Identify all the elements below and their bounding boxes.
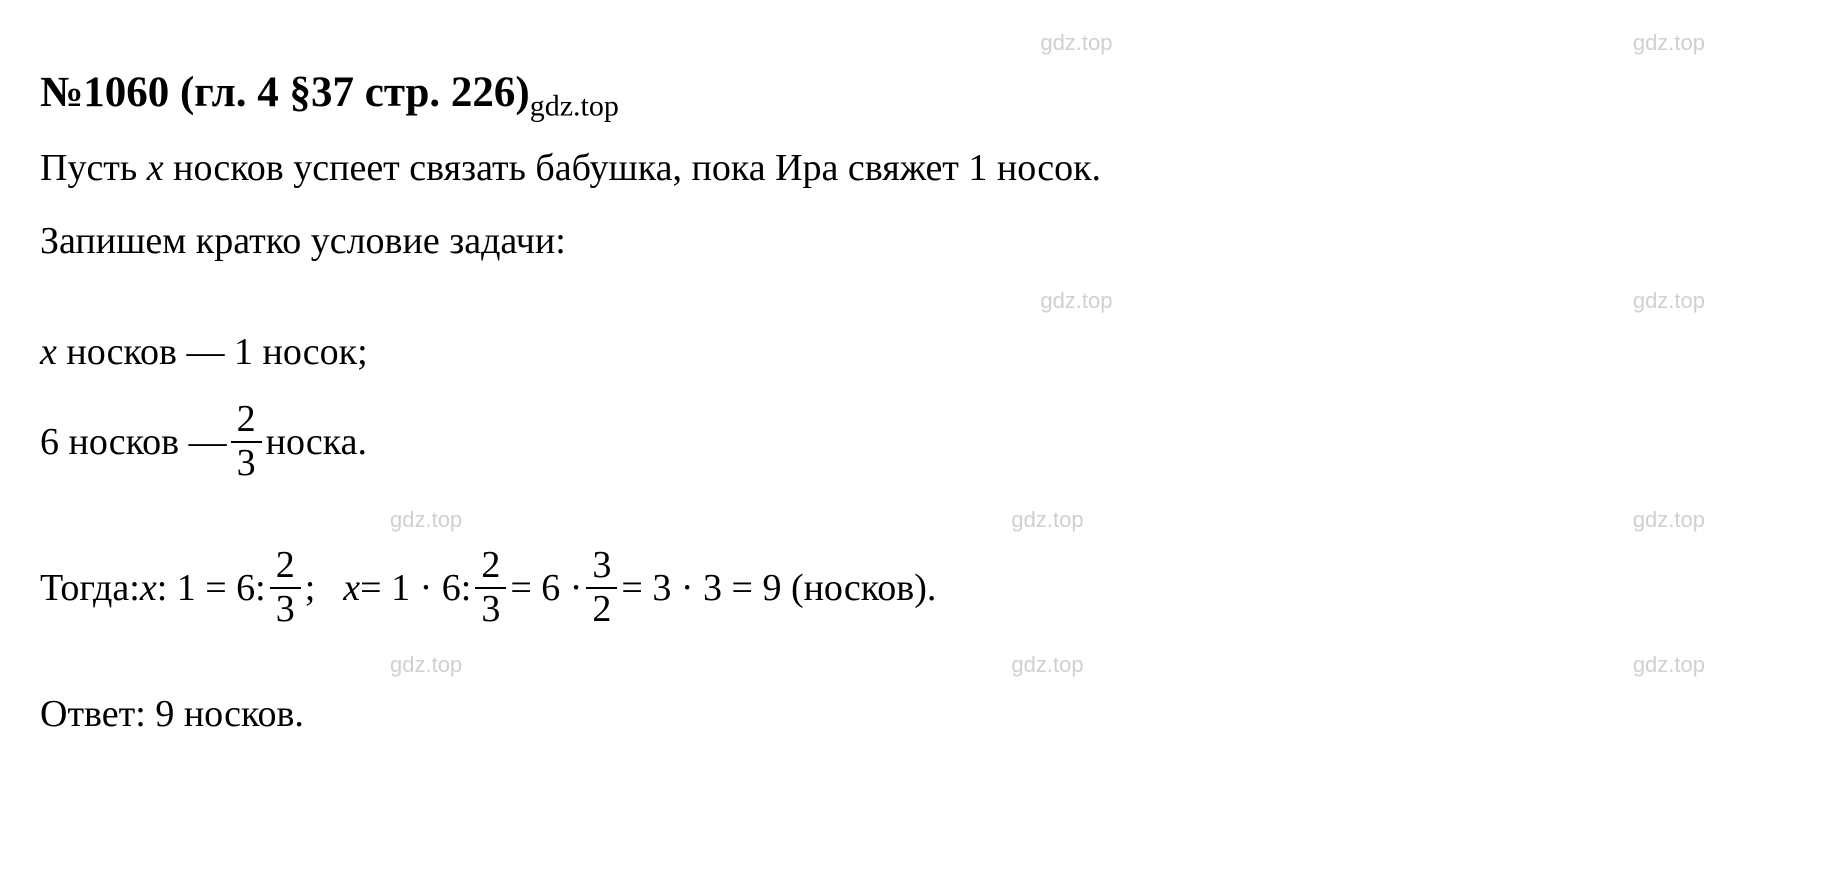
let-prefix: Пусть — [40, 147, 147, 189]
problem-number: №1060 — [40, 69, 169, 116]
watermark: gdz.top — [390, 507, 462, 533]
fraction-denominator: 3 — [231, 443, 262, 485]
let-continuation: носков успеет связать бабушка, пока Ира … — [164, 147, 1101, 189]
fraction-3-2: 3 2 — [586, 545, 617, 631]
heading-subscript: gdz.top — [530, 90, 619, 123]
fraction-numerator: 2 — [231, 399, 262, 443]
answer-line: Ответ: 9 носков. — [40, 692, 1805, 736]
watermark: gdz.top — [1633, 288, 1705, 314]
fraction-numerator: 3 — [586, 545, 617, 589]
fraction-2-3: 2 3 — [475, 545, 506, 631]
eq-part-4: = 3 · 3 = 9 (носков). — [621, 566, 936, 610]
condition-2-suffix: носка. — [266, 420, 367, 464]
then-label: Тогда: — [40, 566, 140, 610]
watermark: gdz.top — [1011, 507, 1083, 533]
let-statement-line: Пусть x носков успеет связать бабушка, п… — [40, 142, 1805, 195]
eq-part-1: : 1 = 6: — [157, 566, 266, 610]
watermark: gdz.top — [1633, 507, 1705, 533]
watermark-row-2: gdz.top gdz.top — [40, 288, 1805, 314]
condition-1: x носков — 1 носок; — [40, 326, 1805, 379]
watermark: gdz.top — [1633, 652, 1705, 678]
watermark-row-4: gdz.top gdz.top gdz.top — [40, 652, 1805, 678]
eq-part-3: = 6 · — [510, 566, 582, 610]
semicolon: ; — [305, 566, 316, 610]
answer-label: Ответ: — [40, 693, 155, 735]
fraction-denominator: 3 — [270, 589, 301, 631]
watermark: gdz.top — [1040, 30, 1112, 56]
condition-2-prefix: 6 носков — — [40, 420, 227, 464]
fraction-numerator: 2 — [475, 545, 506, 589]
watermark-row-top: gdz.top gdz.top — [40, 30, 1805, 56]
watermark: gdz.top — [1011, 652, 1083, 678]
chapter-reference: (гл. 4 §37 стр. 226) — [180, 69, 530, 116]
watermark: gdz.top — [1633, 30, 1705, 56]
write-briefly-line: Запишем кратко условие задачи: — [40, 215, 1805, 268]
fraction-denominator: 2 — [586, 589, 617, 631]
watermark-row-3: gdz.top gdz.top gdz.top — [40, 507, 1805, 533]
watermark: gdz.top — [390, 652, 462, 678]
variable-x: x — [343, 566, 360, 610]
variable-x: x — [40, 331, 57, 373]
fraction-numerator: 2 — [270, 545, 301, 589]
answer-value: 9 носков. — [155, 693, 304, 735]
watermark: gdz.top — [1040, 288, 1112, 314]
condition-1-text: носков — 1 носок; — [57, 331, 368, 373]
problem-heading: №1060 (гл. 4 §37 стр. 226)gdz.top — [40, 68, 1805, 124]
fraction-denominator: 3 — [475, 589, 506, 631]
fraction-2-3: 2 3 — [270, 545, 301, 631]
condition-2: 6 носков — 2 3 носка. — [40, 399, 1805, 485]
variable-x: x — [147, 147, 164, 189]
variable-x: x — [140, 566, 157, 610]
eq-part-2: = 1 · 6: — [360, 566, 471, 610]
solution-line: Тогда: x : 1 = 6: 2 3 ; x = 1 · 6: 2 3 =… — [40, 545, 1805, 631]
fraction-2-3: 2 3 — [231, 399, 262, 485]
